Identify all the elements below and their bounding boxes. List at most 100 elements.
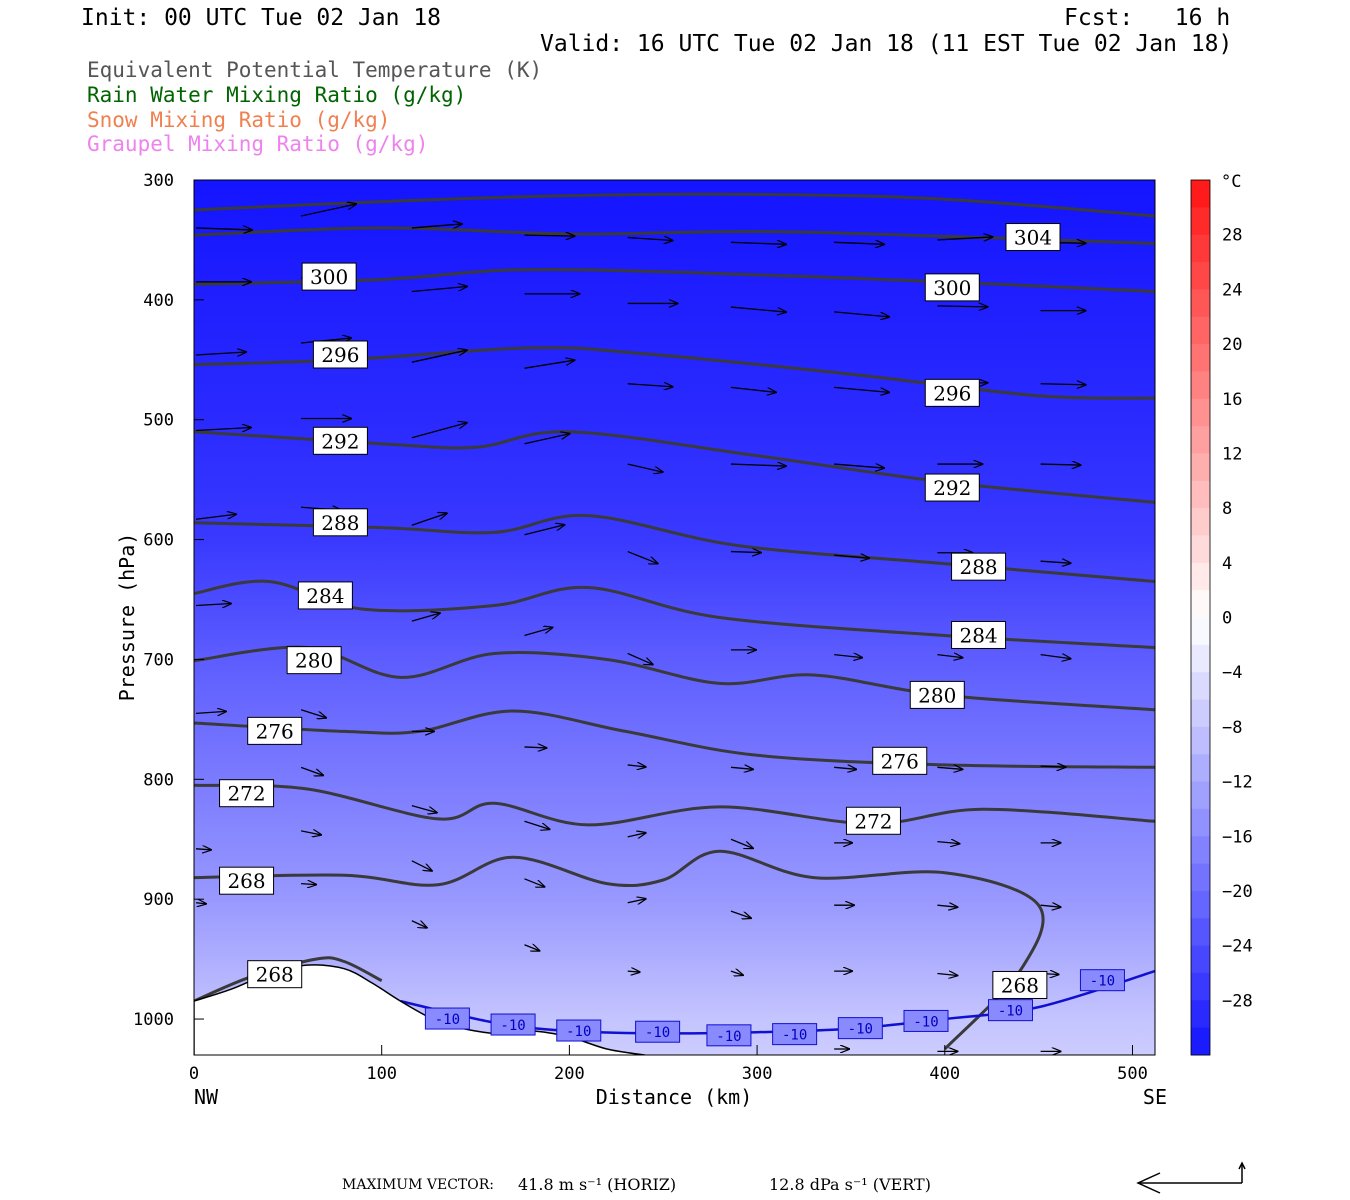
wind-vector: [195, 903, 206, 904]
wind-vector: [411, 286, 467, 293]
axes: 300 400 500 600 700 800 900 1000 0 100 200 300 400 50…: [133, 171, 1148, 1084]
x-tick-label: 300: [742, 1064, 773, 1084]
theta-e-label-280: 280: [909, 680, 965, 709]
colorbar-swatch: [1191, 590, 1210, 618]
colorbar-swatch: [1191, 945, 1210, 974]
isotherm-label: -10: [903, 1009, 949, 1032]
legend-snow: Snow Mixing Ratio (g/kg): [87, 108, 391, 132]
wind-vector: [524, 525, 564, 536]
colorbar-label: 4: [1222, 554, 1232, 574]
wind-vector: [1040, 561, 1071, 563]
wind-vector: [300, 709, 326, 718]
wind-vector: [627, 833, 646, 837]
wind-vector: [524, 235, 574, 236]
theta-e-contour-272: [194, 783, 1155, 827]
colorbar-swatch: [1191, 918, 1210, 947]
wind-vector: [834, 386, 889, 392]
svg-text:296: 296: [933, 381, 971, 405]
wind-vector: [300, 766, 323, 775]
wind-vector: [411, 613, 440, 622]
wind-vector: [627, 899, 646, 903]
wind-vector: [1040, 905, 1061, 907]
colorbar-swatch: [1191, 699, 1210, 728]
svg-text:300: 300: [310, 265, 348, 289]
wind-vector: [937, 905, 957, 907]
svg-text:300: 300: [933, 276, 971, 300]
theta-e-label-292: 292: [924, 473, 980, 502]
max-vector-vert: 12.8 dPa s⁻¹ (VERT): [769, 1175, 931, 1194]
valid-time: Valid: 16 UTC Tue 02 Jan 18 (11 EST Tue …: [540, 31, 1233, 57]
wind-vector: [730, 971, 743, 975]
colorbar-swatch: [1191, 1027, 1210, 1056]
wind-vector: [627, 238, 673, 241]
wind-vector: [627, 971, 640, 972]
colorbar-swatch: [1191, 863, 1210, 892]
colorbar-label: −24: [1222, 937, 1253, 957]
theta-e-label-272: 272: [845, 806, 901, 835]
wind-vector: [1040, 766, 1066, 767]
svg-text:272: 272: [854, 809, 892, 833]
colorbar-swatch: [1191, 972, 1210, 1001]
colorbar-swatch: [1191, 535, 1210, 564]
svg-text:280: 280: [295, 649, 333, 673]
wind-vector: [937, 973, 957, 975]
colorbar-swatch: [1191, 398, 1210, 427]
wind-vector: [195, 228, 252, 230]
wind-vector: [730, 242, 786, 244]
colorbar-swatch: [1191, 289, 1210, 318]
x-end-label-left: NW: [194, 1085, 219, 1109]
wind-vector: [730, 552, 761, 553]
svg-text:292: 292: [933, 476, 971, 500]
y-tick-label: 800: [143, 770, 174, 790]
wind-vector: [195, 849, 211, 850]
colorbar-unit: °C: [1221, 172, 1241, 192]
y-tick-label: 300: [143, 171, 174, 191]
theta-e-label-304: 304: [1005, 223, 1061, 252]
wind-vector: [834, 655, 862, 658]
theta-e-label-296: 296: [924, 378, 980, 407]
isotherm-label: -10: [772, 1023, 818, 1046]
wind-vector: [834, 242, 884, 244]
wind-vector: [627, 765, 646, 767]
svg-text:-10: -10: [645, 1025, 670, 1041]
svg-text:-10: -10: [998, 1004, 1023, 1020]
y-tick-label: 700: [143, 650, 174, 670]
legend-graupel: Graupel Mixing Ratio (g/kg): [87, 132, 429, 156]
wind-vector: [730, 767, 753, 769]
contour-labels: 304 300 300 296 296 292 292 288 288 284 284 280 280 2…: [219, 223, 1125, 1047]
x-tick-label: 0: [189, 1064, 199, 1084]
wind-vector: [627, 463, 663, 472]
wind-vector: [937, 655, 962, 658]
svg-text:288: 288: [321, 511, 359, 535]
reference-vector: [1136, 1161, 1246, 1194]
wind-vector: [834, 311, 889, 317]
svg-text:-10: -10: [1090, 974, 1115, 990]
colorbar-swatch: [1191, 480, 1210, 509]
wind-vector: [627, 550, 658, 564]
wind-vector: [524, 747, 546, 748]
wind-vector: [627, 384, 673, 387]
svg-text:-10: -10: [716, 1029, 741, 1045]
wind-vector: [627, 652, 653, 664]
isotherm-label: -10: [556, 1019, 602, 1042]
colorbar-swatch: [1191, 262, 1210, 290]
colorbar-swatch: [1191, 234, 1210, 263]
svg-text:-10: -10: [913, 1014, 938, 1030]
theta-e-label-292: 292: [312, 426, 368, 455]
colorbar-label: 8: [1222, 499, 1232, 519]
forecast-hour: Fcst: 16 h: [1064, 5, 1231, 31]
isotherm-label: -10: [706, 1024, 752, 1047]
isotherm-label: -10: [635, 1020, 681, 1043]
theta-e-contour-304: [194, 192, 1155, 218]
colorbar-label: −20: [1222, 882, 1253, 902]
wind-vector: [937, 237, 992, 240]
wind-vector: [730, 910, 751, 918]
wind-vector: [195, 514, 236, 520]
wind-vector: [524, 627, 552, 637]
plot-frame: [193, 179, 1156, 1056]
theta-e-label-288: 288: [312, 508, 368, 537]
colorbar-swatch: [1191, 180, 1210, 208]
wind-vector: [730, 306, 786, 312]
wind-vector: [937, 306, 987, 307]
wind-vector: [937, 767, 962, 769]
